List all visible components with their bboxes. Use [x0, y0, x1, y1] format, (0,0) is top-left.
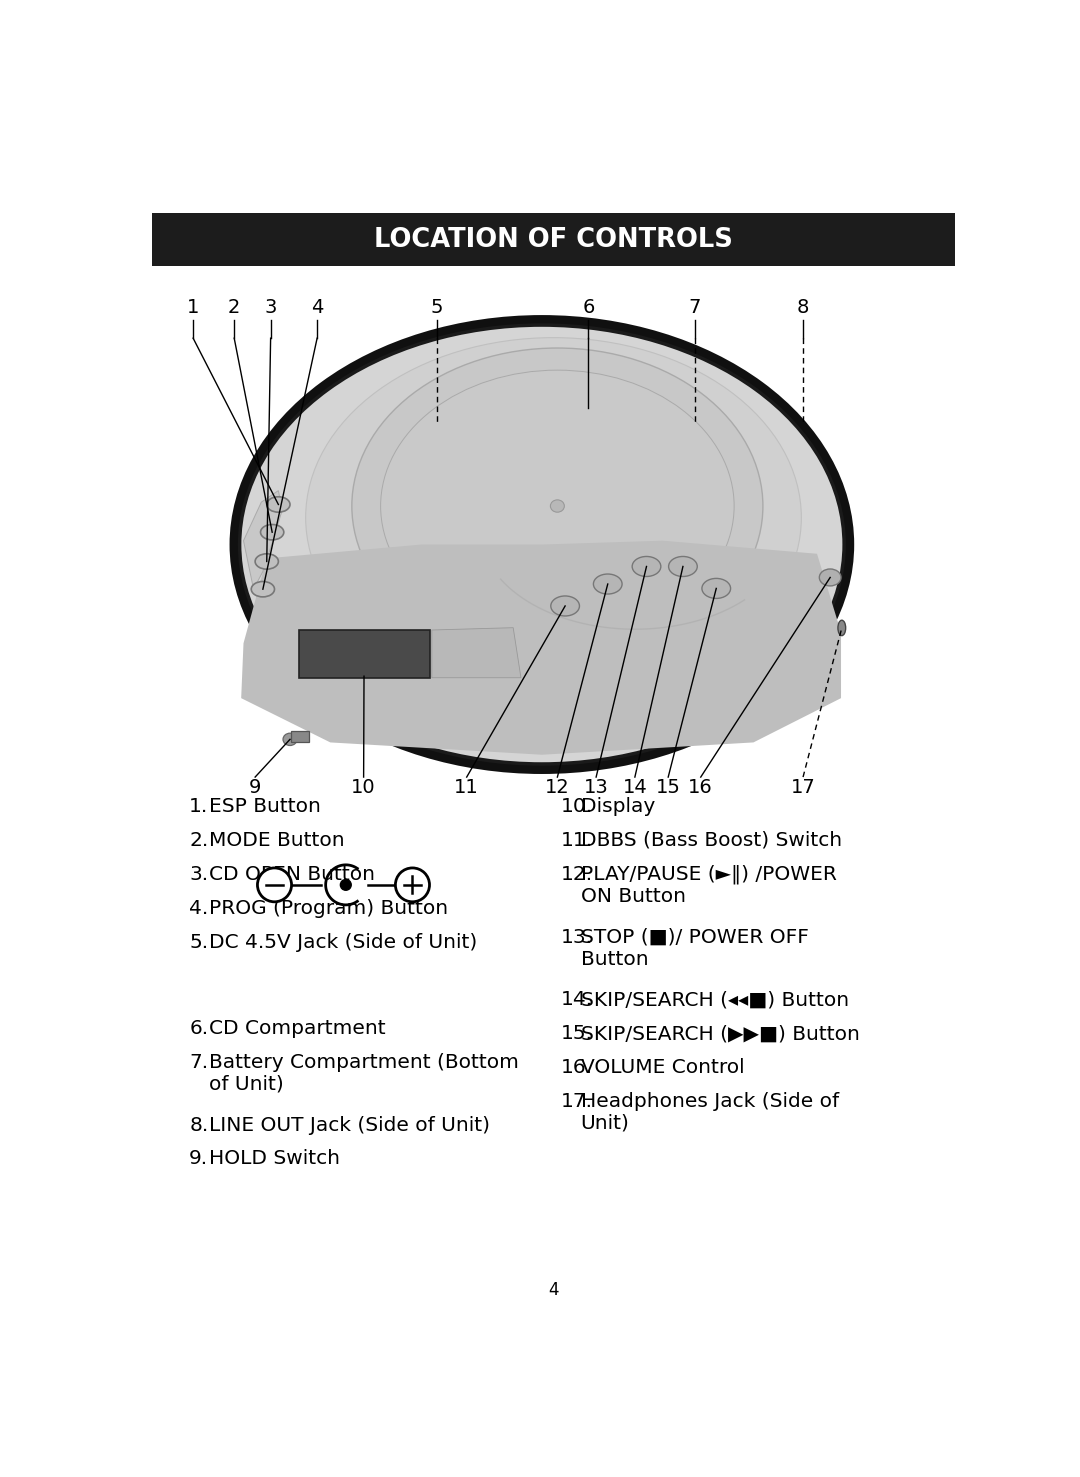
Text: 2.: 2.	[189, 832, 208, 849]
Ellipse shape	[838, 620, 846, 635]
Text: SKIP/SEARCH (◂◂■) Button: SKIP/SEARCH (◂◂■) Button	[581, 990, 849, 1009]
Text: 17: 17	[791, 777, 815, 796]
Text: Display: Display	[581, 798, 654, 817]
Text: 3: 3	[265, 298, 276, 318]
Ellipse shape	[267, 496, 291, 513]
Text: 7.: 7.	[189, 1053, 208, 1072]
Ellipse shape	[551, 499, 565, 513]
Text: 15: 15	[656, 777, 680, 796]
Text: SKIP/SEARCH (▶▶■) Button: SKIP/SEARCH (▶▶■) Button	[581, 1024, 860, 1043]
Text: 11: 11	[455, 777, 480, 796]
FancyBboxPatch shape	[291, 731, 309, 741]
Text: 6: 6	[582, 298, 595, 318]
Ellipse shape	[252, 582, 274, 597]
Text: 12.: 12.	[562, 866, 593, 883]
Text: 14: 14	[622, 777, 647, 796]
Text: 3.: 3.	[189, 866, 208, 883]
Text: 4: 4	[311, 298, 323, 318]
Text: 16: 16	[688, 777, 713, 796]
Text: 6.: 6.	[189, 1019, 208, 1038]
Text: Battery Compartment (Bottom
of Unit): Battery Compartment (Bottom of Unit)	[208, 1053, 518, 1094]
Text: 1.: 1.	[189, 798, 208, 817]
Text: 11.: 11.	[562, 832, 593, 849]
Text: 17.: 17.	[562, 1092, 593, 1111]
Text: 10: 10	[351, 777, 376, 796]
Text: 10.: 10.	[562, 798, 593, 817]
Text: DC 4.5V Jack (Side of Unit): DC 4.5V Jack (Side of Unit)	[208, 932, 477, 951]
FancyBboxPatch shape	[152, 214, 955, 266]
Ellipse shape	[632, 557, 661, 576]
Text: 4: 4	[549, 1281, 558, 1298]
Text: 13.: 13.	[562, 928, 593, 947]
Text: PROG (Program) Button: PROG (Program) Button	[208, 898, 448, 917]
Ellipse shape	[380, 371, 734, 642]
Text: CD Compartment: CD Compartment	[208, 1019, 386, 1038]
Text: LINE OUT Jack (Side of Unit): LINE OUT Jack (Side of Unit)	[208, 1115, 489, 1134]
Ellipse shape	[593, 575, 622, 594]
Ellipse shape	[283, 733, 297, 746]
Text: STOP (■)/ POWER OFF
Button: STOP (■)/ POWER OFF Button	[581, 928, 809, 969]
Text: VOLUME Control: VOLUME Control	[581, 1058, 744, 1077]
Polygon shape	[241, 541, 841, 755]
Text: 14.: 14.	[562, 990, 593, 1009]
FancyBboxPatch shape	[298, 631, 430, 678]
Text: HOLD Switch: HOLD Switch	[208, 1149, 339, 1168]
Text: DBBS (Bass Boost) Switch: DBBS (Bass Boost) Switch	[581, 832, 841, 849]
Text: ESP Button: ESP Button	[208, 798, 321, 817]
Text: PLAY/PAUSE (►‖) /POWER
ON Button: PLAY/PAUSE (►‖) /POWER ON Button	[581, 866, 837, 907]
Text: 4.: 4.	[189, 898, 208, 917]
Text: 9: 9	[248, 777, 261, 796]
Text: MODE Button: MODE Button	[208, 832, 345, 849]
Text: 8.: 8.	[189, 1115, 208, 1134]
Text: 13: 13	[584, 777, 608, 796]
Text: 5.: 5.	[189, 932, 208, 951]
Text: 7: 7	[688, 298, 701, 318]
Text: LOCATION OF CONTROLS: LOCATION OF CONTROLS	[374, 226, 733, 253]
Ellipse shape	[260, 524, 284, 541]
Text: Headphones Jack (Side of
Unit): Headphones Jack (Side of Unit)	[581, 1092, 839, 1133]
Text: 8: 8	[797, 298, 809, 318]
Polygon shape	[432, 628, 521, 678]
Text: 12: 12	[545, 777, 570, 796]
Ellipse shape	[230, 315, 854, 774]
Circle shape	[395, 868, 430, 902]
Ellipse shape	[240, 325, 845, 764]
Text: 16.: 16.	[562, 1058, 593, 1077]
Text: 1: 1	[187, 298, 200, 318]
Polygon shape	[243, 490, 282, 589]
Circle shape	[257, 868, 292, 902]
Ellipse shape	[352, 349, 762, 665]
Text: 9.: 9.	[189, 1149, 208, 1168]
Text: 2: 2	[228, 298, 241, 318]
Ellipse shape	[255, 554, 279, 569]
Ellipse shape	[306, 338, 801, 697]
Text: 15.: 15.	[562, 1024, 593, 1043]
Ellipse shape	[702, 579, 730, 598]
Ellipse shape	[669, 557, 698, 576]
Ellipse shape	[820, 569, 841, 586]
Text: 5: 5	[431, 298, 444, 318]
Ellipse shape	[551, 595, 580, 616]
Text: CD OPEN Button: CD OPEN Button	[208, 866, 375, 883]
Circle shape	[340, 879, 351, 891]
